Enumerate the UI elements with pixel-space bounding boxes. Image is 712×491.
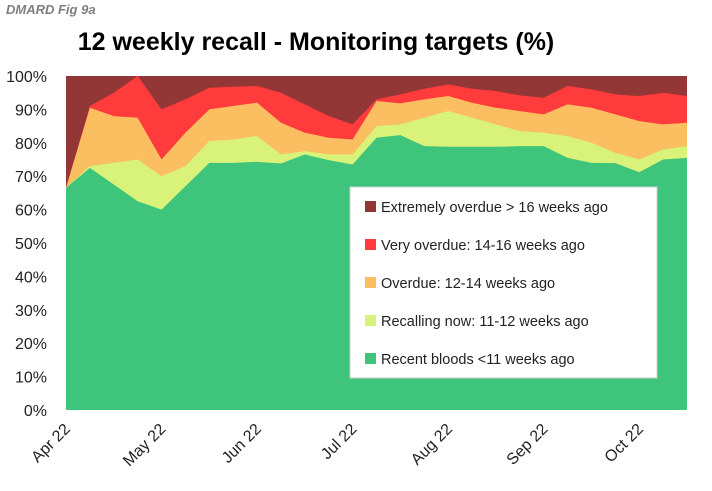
y-tick-label: 60% — [15, 203, 47, 220]
y-tick-label: 100% — [6, 69, 47, 86]
legend-swatch-recent — [365, 353, 376, 364]
legend-label-extremely-overdue: Extremely overdue > 16 weeks ago — [381, 200, 608, 216]
x-tick-label: Aug 22 — [408, 421, 456, 469]
legend-box — [349, 186, 658, 379]
legend-label-recent: Recent bloods <11 weeks ago — [381, 352, 575, 368]
x-tick-label: May 22 — [120, 421, 169, 470]
legend-label-recalling: Recalling now: 11-12 weeks ago — [381, 314, 589, 330]
legend-label-overdue: Overdue: 12-14 weeks ago — [381, 276, 555, 292]
chart-title: 12 weekly recall - Monitoring targets (%… — [77, 28, 555, 56]
y-tick-label: 50% — [15, 236, 47, 253]
figure-label: DMARD Fig 9a — [6, 2, 96, 17]
legend-swatch-extremely-overdue — [365, 201, 376, 212]
legend-swatch-overdue — [365, 277, 376, 288]
x-tick-label: Jun 22 — [219, 421, 265, 467]
legend-swatch-very-overdue — [365, 239, 376, 250]
y-tick-label: 30% — [15, 303, 47, 320]
y-tick-label: 0% — [24, 403, 47, 420]
x-tick-label: Apr 22 — [28, 421, 73, 466]
legend-swatch-recalling — [365, 315, 376, 326]
y-tick-label: 10% — [15, 370, 47, 387]
x-tick-label: Jul 22 — [318, 421, 360, 463]
y-tick-label: 20% — [15, 336, 47, 353]
y-tick-label: 70% — [15, 169, 47, 186]
x-axis: Apr 22 May 22 Jun 22 Jul 22 Aug 22 Sep 22 Oct … — [28, 421, 647, 470]
legend-label-very-overdue: Very overdue: 14-16 weeks ago — [381, 238, 585, 254]
y-tick-label: 90% — [15, 102, 47, 119]
y-axis: 0% 10% 20% 30% 40% 50% 60% 70% 80% 90% 100% — [6, 69, 47, 420]
y-tick-label: 80% — [15, 136, 47, 153]
x-tick-label: Sep 22 — [504, 421, 552, 469]
x-tick-label: Oct 22 — [602, 421, 647, 466]
legend: Extremely overdue > 16 weeks ago Very ove… — [349, 186, 658, 379]
y-tick-label: 40% — [15, 269, 47, 286]
